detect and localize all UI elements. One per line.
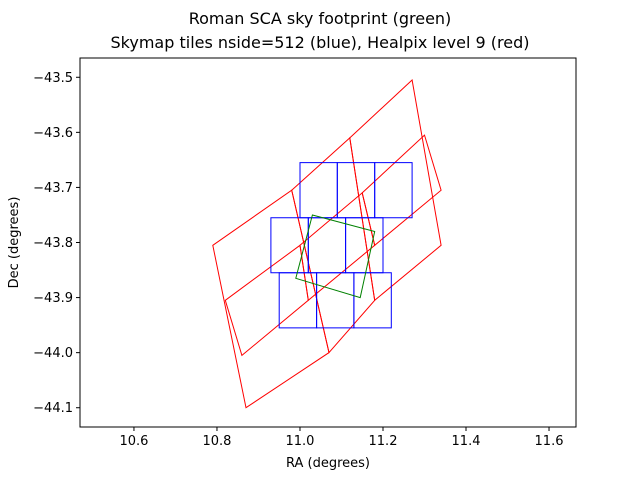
y-tick-label-1: −43.6 [33,126,73,141]
series-0-polygon-2 [349,79,442,302]
x-axis-ticks: 10.6 10.8 11.0 11.2 11.4 11.6 [119,427,563,449]
series-1-polygon-8 [353,272,392,329]
y-axis-label: Dec (degrees) [7,197,22,289]
chart-title: Roman SCA sky footprint (green) [189,9,452,28]
series-0-polygon-5 [361,134,442,247]
y-tick-label-4: −43.9 [33,291,73,306]
x-tick-label-3: 11.2 [369,434,398,449]
x-tick-label-1: 10.8 [202,434,231,449]
y-tick-label-6: −44.1 [33,401,73,416]
x-tick-label-2: 11.0 [286,434,315,449]
y-tick-label-3: −43.8 [33,236,73,251]
y-axis-ticks: −43.5 −43.6 −43.7 −43.8 −43.9 −44.0 −44.1 [33,71,80,416]
data-layer [212,79,442,409]
y-tick-label-5: −44.0 [33,346,73,361]
x-axis-label: RA (degrees) [286,456,370,471]
x-tick-label-0: 10.6 [119,434,148,449]
y-tick-label-0: −43.5 [33,71,73,86]
x-tick-label-4: 11.4 [452,434,481,449]
y-tick-label-2: −43.7 [33,181,73,196]
chart-subtitle: Skymap tiles nside=512 (blue), Healpix l… [111,33,530,52]
series-1-polygon-2 [374,162,413,219]
series-2-polygon-0 [295,214,376,299]
plot-area-frame [79,57,577,428]
x-tick-label-5: 11.6 [535,434,564,449]
